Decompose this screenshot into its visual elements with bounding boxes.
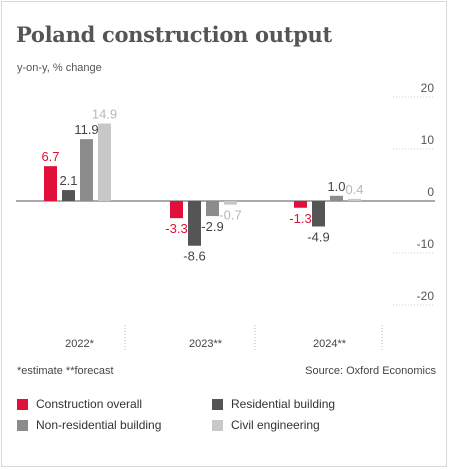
data-label: -1.3 [289,211,311,226]
data-label: 6.7 [41,149,59,164]
legend-swatch [212,419,223,431]
y-axis-ticks: 20 10 0 -10 -20 [417,81,435,303]
legend-swatch [17,419,28,431]
legend-swatch [212,398,223,410]
bar [330,195,343,201]
legend-item: Construction overall [17,397,142,411]
data-label: -4.9 [307,229,329,244]
bar [348,198,361,201]
legend-label: Residential building [231,397,336,411]
bars [44,123,361,246]
bar [294,201,307,208]
y-tick-label: 20 [421,81,435,95]
x-axis-categories: 2022* 2023** 2024** [65,338,347,350]
bar [44,166,57,201]
bar [62,190,75,201]
data-label: 14.9 [92,107,117,122]
source-note: Source: Oxford Economics [305,365,436,377]
data-label: 2.1 [59,173,77,188]
y-tick-label: 0 [427,185,434,199]
x-category-label: 2024** [313,338,347,350]
bar [188,201,201,246]
legend-item: Civil engineering [212,418,320,432]
y-tick-label: -20 [417,289,435,303]
bar [80,139,93,201]
legend-label: Non-residential building [36,418,162,432]
bar [312,201,325,227]
bar [98,123,111,201]
data-label: 1.0 [327,179,345,194]
legend-swatch [17,398,28,410]
chart-subtitle: y-on-y, % change [17,62,102,74]
legend-label: Construction overall [36,397,143,411]
footnote: *estimate **forecast [17,365,114,377]
data-label: -2.9 [201,219,223,234]
data-label: -8.6 [183,249,205,264]
bar [170,201,183,219]
legend-item: Non-residential building [17,418,161,432]
y-tick-label: 10 [421,133,435,147]
data-label: 0.4 [345,182,363,197]
data-label: 11.9 [74,122,98,137]
data-label: -0.7 [219,208,241,223]
data-labels: 6.72.1 11.914.9 -3.3 -8.6 -2.9-0.7 -1.3 -4.9 1.… [41,107,363,264]
data-label: -3.3 [165,221,187,236]
chart-title: Poland construction output [16,22,332,47]
x-category-label: 2022* [65,338,94,350]
bar [206,201,219,217]
x-category-label: 2023** [189,338,223,350]
legend-item: Residential building [212,397,335,411]
legend-label: Civil engineering [231,418,320,432]
y-tick-label: -10 [417,237,435,251]
bar [224,201,237,205]
